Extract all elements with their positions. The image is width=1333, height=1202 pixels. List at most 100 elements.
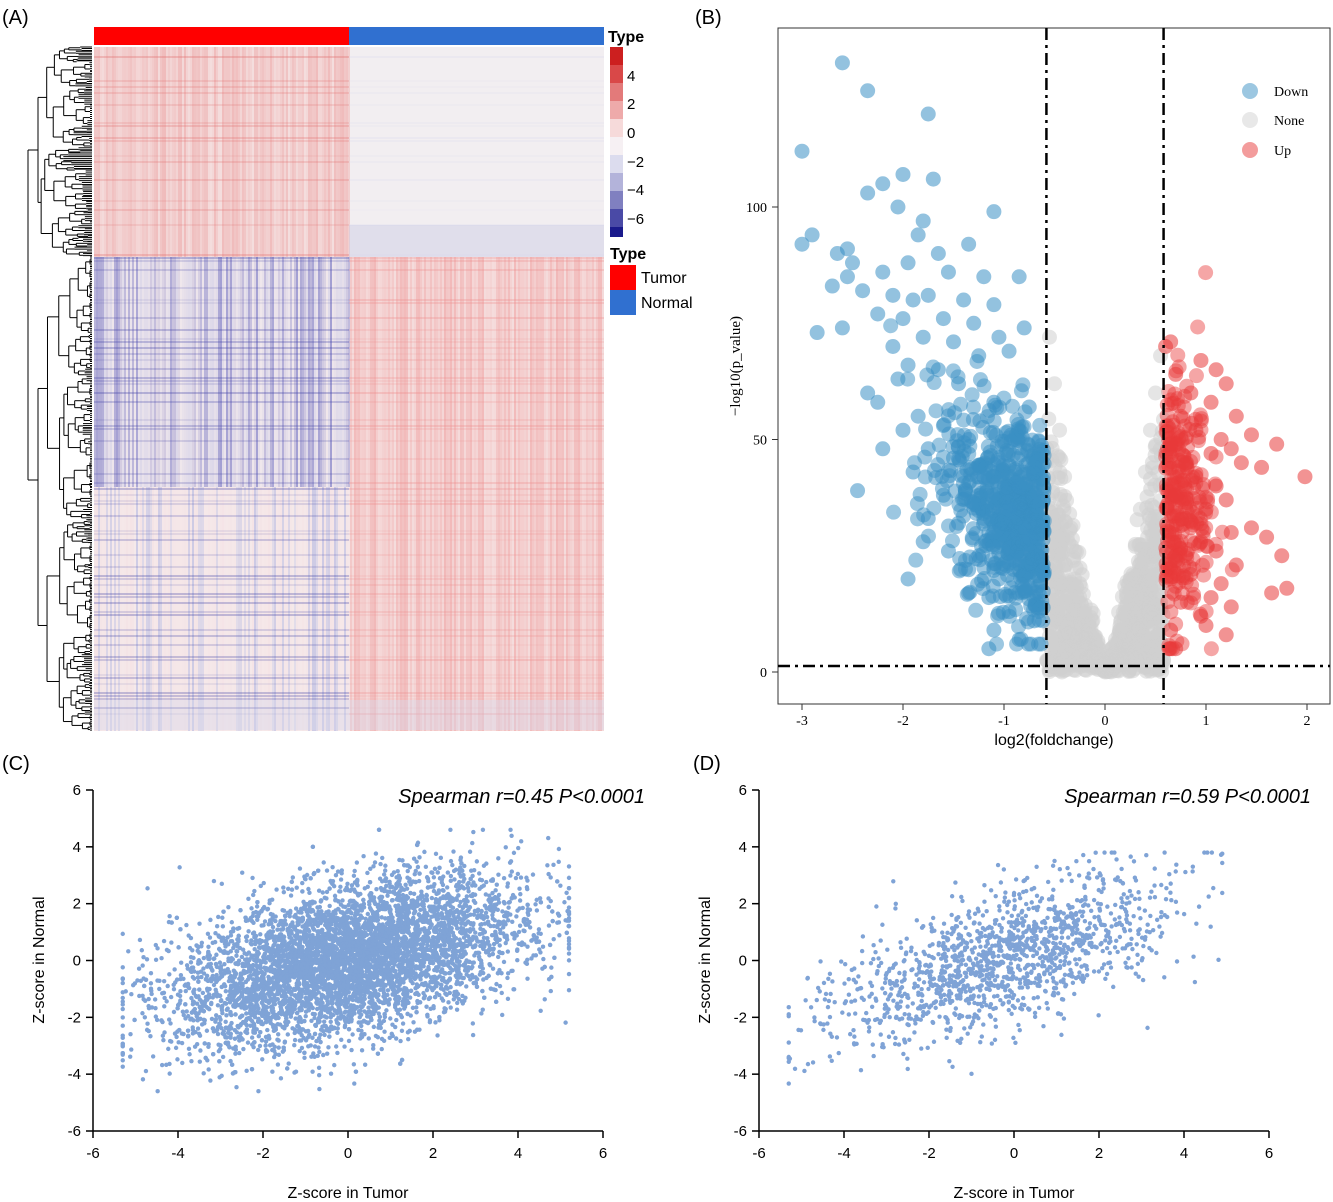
panel-label-d: (D) <box>693 753 721 775</box>
volcano-point-none-13 <box>1107 645 1123 661</box>
volcano-up-cloud <box>1158 265 1240 657</box>
volcano-point-none-1 <box>1047 376 1062 392</box>
panel-c-scatter: (C) Spearman r=0.45 P<0.0001 -6 -4 -2 0 2 4 6-… <box>2 753 645 1202</box>
scatter-d-x-tick-label-2: 2 <box>1095 1145 1103 1162</box>
volcano-point-up-31 <box>1208 543 1224 559</box>
scatter-c-x-tick-label-4: 4 <box>514 1145 522 1162</box>
volcano-point-up-32 <box>1274 548 1290 564</box>
panel-label-b: (B) <box>695 7 722 29</box>
scatter-d-x-label: Z-score in Tumor <box>954 1185 1076 1202</box>
scatter-c-y-tick-label-4: 4 <box>73 839 81 856</box>
volcano-x-tick-label--3: -3 <box>796 714 808 729</box>
volcano-point-down-26 <box>855 283 871 299</box>
volcano-y-tick-label-50: 50 <box>753 434 767 449</box>
scatter-d-y-tick-label-0: 0 <box>739 953 747 970</box>
volcano-point-down-60 <box>946 450 961 466</box>
volcano-point-down-3 <box>794 143 810 159</box>
legend-label-tumor: Tumor <box>641 270 687 287</box>
volcano-x-tick-label--1: -1 <box>998 714 1010 729</box>
volcano-point-up-38 <box>1203 590 1219 606</box>
volcano-point-down-32 <box>870 306 886 322</box>
scatter-c-x-tick-label-6: 6 <box>599 1145 607 1162</box>
volcano-y-tick-label-0: 0 <box>760 666 767 681</box>
volcano-point-none-2 <box>1052 422 1068 438</box>
scale-tick-neg2: −2 <box>627 154 644 171</box>
volcano-point-down-87 <box>981 641 997 657</box>
volcano-point-up-39 <box>1279 580 1295 596</box>
volcano-point-up-18 <box>1233 455 1249 471</box>
volcano-point-down-82 <box>981 590 997 606</box>
scatter-c-points <box>120 827 572 1094</box>
volcano-point-none-17 <box>1127 538 1143 554</box>
legend-swatch-normal <box>610 290 636 315</box>
scatter-d-y-label: Z-score in Normal <box>697 896 714 1023</box>
volcano-point-down-78 <box>961 562 977 578</box>
volcano-point-down-83 <box>1001 604 1017 620</box>
scatter-c-y-tick-label-6: 6 <box>73 782 81 799</box>
volcano-point-up-43 <box>1198 618 1214 633</box>
volcano-point-down-75 <box>940 543 956 559</box>
legend-label-up: Up <box>1274 144 1291 159</box>
annotation-spearman-c: Spearman r=0.45 P<0.0001 <box>398 786 645 808</box>
volcano-point-down-21 <box>839 269 855 285</box>
volcano-point-down-6 <box>875 176 891 192</box>
scatter-c-y-tick-label--6: -6 <box>68 1123 81 1140</box>
volcano-point-down-53 <box>910 408 926 424</box>
panel-a-heatmap: (A) Type 4 2 0 −2 − <box>2 7 693 731</box>
scatter-c-y-label: Z-score in Normal <box>31 896 48 1023</box>
volcano-point-down-55 <box>895 422 911 438</box>
volcano-point-down-46 <box>930 362 946 378</box>
volcano-point-down-43 <box>971 348 987 364</box>
scatter-d-y-tick-label--2: -2 <box>734 1009 747 1026</box>
scatter-c-axes: -6 -4 -2 0 2 4 6 -6 -4 -2 0 2 4 6 <box>68 782 608 1162</box>
volcano-point-up-21 <box>1188 469 1204 485</box>
panel-label-a: (A) <box>2 7 29 29</box>
volcano-point-up-7 <box>1203 394 1219 410</box>
volcano-point-down-15 <box>829 246 845 261</box>
legend-label-none: None <box>1274 114 1304 129</box>
legend-marker-up <box>1242 142 1258 158</box>
volcano-plot-frame <box>777 27 1331 705</box>
volcano-point-down-16 <box>930 246 946 261</box>
volcano-point-none-8 <box>1082 627 1098 643</box>
scatter-c-y-tick-label--4: -4 <box>68 1066 81 1083</box>
volcano-point-up-37 <box>1264 585 1280 601</box>
volcano-point-down-49 <box>860 385 876 401</box>
volcano-point-down-54 <box>935 418 951 434</box>
volcano-point-down-36 <box>809 325 825 341</box>
volcano-point-up-22 <box>1208 478 1224 494</box>
volcano-point-none-16 <box>1122 571 1138 587</box>
volcano-x-tick-label-1: 1 <box>1203 714 1210 729</box>
volcano-point-down-71 <box>951 515 967 531</box>
scatter-c-x-tick-label-2: 2 <box>429 1145 437 1162</box>
volcano-point-down-64 <box>976 469 992 485</box>
volcano-point-down-34 <box>935 311 951 327</box>
volcano-point-up-45 <box>1218 627 1234 643</box>
scatter-c-x-label: Z-score in Tumor <box>288 1185 410 1202</box>
volcano-point-down-5 <box>925 171 941 187</box>
volcano-point-down-4 <box>895 166 911 182</box>
annotation-bar-normal <box>349 27 604 45</box>
volcano-point-down-20 <box>875 264 891 280</box>
volcano-point-down-74 <box>915 534 931 550</box>
volcano-point-up-36 <box>1213 576 1229 592</box>
legend-swatch-tumor <box>610 265 636 290</box>
volcano-point-up-16 <box>1269 436 1285 452</box>
volcano-point-down-48 <box>951 376 967 392</box>
volcano-point-down-38 <box>1016 320 1032 336</box>
volcano-point-down-85 <box>986 622 1002 638</box>
volcano-point-down-17 <box>961 236 977 252</box>
volcano-point-up-27 <box>1243 520 1259 536</box>
scatter-c-x-tick-label--2: -2 <box>256 1145 269 1162</box>
volcano-points <box>794 55 1313 680</box>
volcano-point-down-23 <box>976 269 992 285</box>
volcano-point-down-86 <box>1011 631 1027 647</box>
volcano-point-none-15 <box>1117 599 1133 615</box>
scatter-d-y-tick-label-6: 6 <box>739 782 747 799</box>
volcano-point-down-42 <box>885 339 901 354</box>
volcano-point-down-18 <box>845 255 860 271</box>
volcano-point-up-5 <box>1218 376 1234 392</box>
volcano-point-down-58 <box>920 441 936 457</box>
volcano-point-down-1 <box>860 83 876 99</box>
volcano-point-up-24 <box>1218 492 1234 508</box>
